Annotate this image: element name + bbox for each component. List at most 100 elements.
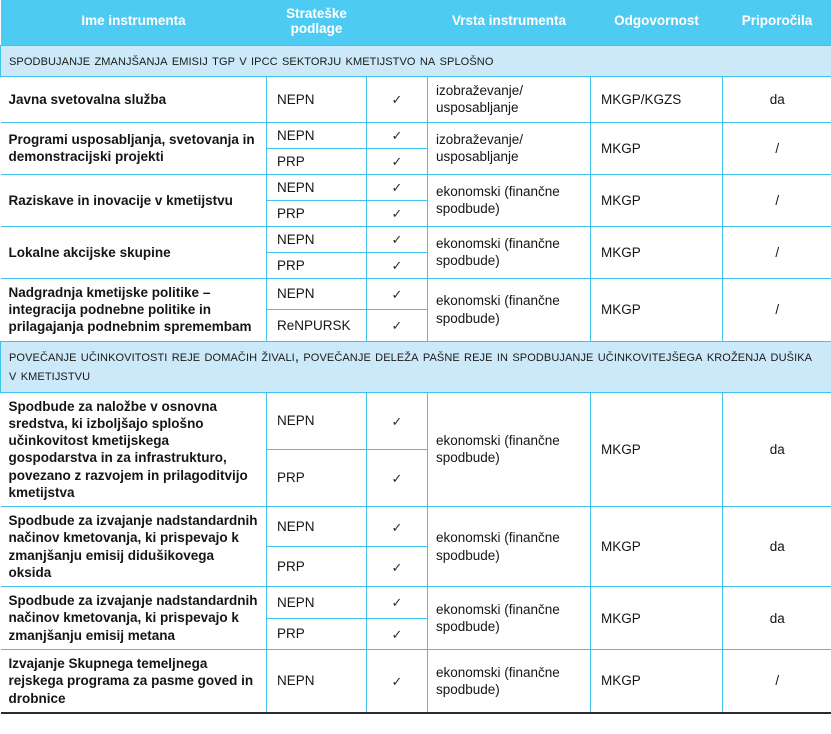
table-row: PRP ✓ bbox=[1, 546, 831, 588]
column-header-vrsta-instrumenta: Vrsta instrumenta bbox=[427, 0, 591, 46]
cell-instrument-name: Lokalne akcijske skupine bbox=[0, 225, 267, 279]
check-icon: ✓ bbox=[391, 471, 403, 487]
table-row: Izvajanje Skupnega temeljnega rejskega p… bbox=[0, 648, 831, 714]
table-row: Spodbude za izvajanje nadstandardnih nač… bbox=[0, 586, 831, 650]
cell-recommendation: / bbox=[722, 648, 831, 714]
check-icon: ✓ bbox=[391, 596, 403, 612]
cell-instrument-name: Spodbude za izvajanje nadstandardnih nač… bbox=[0, 586, 267, 650]
table-row: PRP ✓ bbox=[1, 199, 831, 227]
cell-responsibility: MKGP bbox=[590, 586, 723, 650]
checkmark-icon: ✓ bbox=[366, 648, 428, 714]
checkmark-icon: ✓ bbox=[366, 173, 428, 201]
checkmark-icon: ✓ bbox=[366, 147, 428, 175]
header-row: Ime instrumenta Strateške podlage Vrsta … bbox=[0, 0, 831, 46]
checkmark-icon: ✓ bbox=[366, 121, 428, 149]
checkmark-icon: ✓ bbox=[366, 586, 428, 619]
checkmark-icon: ✓ bbox=[366, 199, 428, 227]
checkmark-icon: ✓ bbox=[366, 506, 428, 548]
cell-responsibility: MKGP/KGZS bbox=[590, 76, 723, 123]
cell-recommendation: da bbox=[722, 391, 831, 508]
checkmark-icon: ✓ bbox=[366, 251, 428, 279]
cell-strategic-basis: PRP bbox=[266, 448, 367, 508]
check-icon: ✓ bbox=[391, 207, 403, 223]
column-header-spacer bbox=[366, 0, 428, 46]
cell-strategic-basis: PRP bbox=[266, 199, 367, 227]
cell-responsibility: MKGP bbox=[590, 506, 723, 588]
cell-strategic-basis: PRP bbox=[266, 147, 367, 175]
check-icon: ✓ bbox=[391, 520, 403, 536]
cell-instrument-type: ekonomski (finančne spodbude) bbox=[427, 648, 591, 714]
cell-instrument-type: ekonomski (finančne spodbude) bbox=[427, 225, 591, 279]
table-row: Nadgradnja kmetijske politike – integrac… bbox=[0, 277, 831, 342]
checkmark-icon: ✓ bbox=[366, 448, 428, 508]
column-header-odgovornost: Odgovornost bbox=[590, 0, 723, 46]
check-icon: ✓ bbox=[391, 560, 403, 576]
cell-responsibility: MKGP bbox=[590, 121, 723, 175]
cell-recommendation: da bbox=[722, 506, 831, 588]
table-row: PRP ✓ bbox=[1, 147, 831, 175]
table-body: Spodbujanje zmanjšanja emisij TGP v IPCC… bbox=[0, 44, 831, 714]
check-icon: ✓ bbox=[391, 414, 403, 430]
cell-strategic-basis: ReNPURSK bbox=[266, 309, 367, 342]
cell-strategic-basis: PRP bbox=[266, 546, 367, 588]
table-row: PRP ✓ bbox=[1, 251, 831, 279]
cell-strategic-basis: NEPN bbox=[266, 225, 367, 253]
cell-instrument-name: Izvajanje Skupnega temeljnega rejskega p… bbox=[0, 648, 267, 714]
cell-strategic-basis: NEPN bbox=[266, 173, 367, 201]
cell-instrument-type: ekonomski (finančne spodbude) bbox=[427, 506, 591, 588]
cell-instrument-name: Raziskave in inovacije v kmetijstvu bbox=[0, 173, 267, 227]
cell-recommendation: da bbox=[722, 76, 831, 123]
table-row: Spodbude za izvajanje nadstandardnih nač… bbox=[0, 506, 831, 588]
cell-strategic-basis: PRP bbox=[266, 617, 367, 650]
cell-strategic-basis: NEPN bbox=[266, 277, 367, 311]
cell-instrument-type: ekonomski (finančne spodbude) bbox=[427, 391, 591, 508]
checkmark-icon: ✓ bbox=[366, 76, 428, 123]
column-header-ime-instrumenta: Ime instrumenta bbox=[0, 0, 267, 46]
cell-instrument-name: Javna svetovalna služba bbox=[0, 76, 267, 123]
checkmark-icon: ✓ bbox=[366, 225, 428, 253]
cell-recommendation: da bbox=[722, 586, 831, 650]
column-header-strateske-podlage: Strateške podlage bbox=[266, 0, 367, 46]
cell-instrument-name: Spodbude za naložbe v osnovna sredstva, … bbox=[0, 391, 267, 508]
cell-instrument-type: ekonomski (finančne spodbude) bbox=[427, 586, 591, 650]
check-icon: ✓ bbox=[391, 674, 403, 690]
table-row: PRP ✓ bbox=[1, 448, 831, 508]
checkmark-icon: ✓ bbox=[366, 309, 428, 342]
check-icon: ✓ bbox=[391, 287, 403, 303]
check-icon: ✓ bbox=[391, 93, 403, 109]
cell-recommendation: / bbox=[722, 225, 831, 279]
cell-strategic-basis: NEPN bbox=[266, 586, 367, 619]
table-header: Ime instrumenta Strateške podlage Vrsta … bbox=[0, 0, 831, 46]
check-icon: ✓ bbox=[391, 259, 403, 275]
section-header-row: Spodbujanje zmanjšanja emisij TGP v IPCC… bbox=[0, 44, 831, 78]
cell-instrument-name: Programi usposabljanja, svetovanja in de… bbox=[0, 121, 267, 175]
cell-instrument-type: izobraževanje/ usposabljanje bbox=[427, 76, 591, 123]
section-title: Spodbujanje zmanjšanja emisij TGP v IPCC… bbox=[0, 44, 831, 78]
cell-instrument-name: Spodbude za izvajanje nadstandardnih nač… bbox=[0, 506, 267, 588]
checkmark-icon: ✓ bbox=[366, 617, 428, 650]
table-row: Raziskave in inovacije v kmetijstvu NEPN ✓… bbox=[0, 173, 831, 227]
cell-strategic-basis: NEPN bbox=[266, 391, 367, 450]
table-row: Javna svetovalna služba NEPN ✓ izobraževanj… bbox=[0, 76, 831, 123]
cell-recommendation: / bbox=[722, 121, 831, 175]
check-icon: ✓ bbox=[391, 181, 403, 197]
cell-responsibility: MKGP bbox=[590, 277, 723, 342]
cell-instrument-type: ekonomski (finančne spodbude) bbox=[427, 173, 591, 227]
check-icon: ✓ bbox=[391, 319, 403, 335]
check-icon: ✓ bbox=[391, 129, 403, 145]
cell-strategic-basis: NEPN bbox=[266, 648, 367, 714]
check-icon: ✓ bbox=[391, 155, 403, 171]
cell-strategic-basis: PRP bbox=[266, 251, 367, 279]
cell-strategic-basis: NEPN bbox=[266, 506, 367, 548]
table-row: ReNPURSK ✓ bbox=[1, 309, 831, 342]
cell-instrument-name: Nadgradnja kmetijske politike – integrac… bbox=[0, 277, 267, 342]
check-icon: ✓ bbox=[391, 627, 403, 643]
cell-instrument-type: ekonomski (finančne spodbude) bbox=[427, 277, 591, 342]
checkmark-icon: ✓ bbox=[366, 546, 428, 588]
cell-responsibility: MKGP bbox=[590, 173, 723, 227]
check-icon: ✓ bbox=[391, 233, 403, 249]
checkmark-icon: ✓ bbox=[366, 391, 428, 450]
table-row: Spodbude za naložbe v osnovna sredstva, … bbox=[0, 391, 831, 508]
cell-responsibility: MKGP bbox=[590, 648, 723, 714]
instruments-table: Ime instrumenta Strateške podlage Vrsta … bbox=[0, 0, 831, 714]
